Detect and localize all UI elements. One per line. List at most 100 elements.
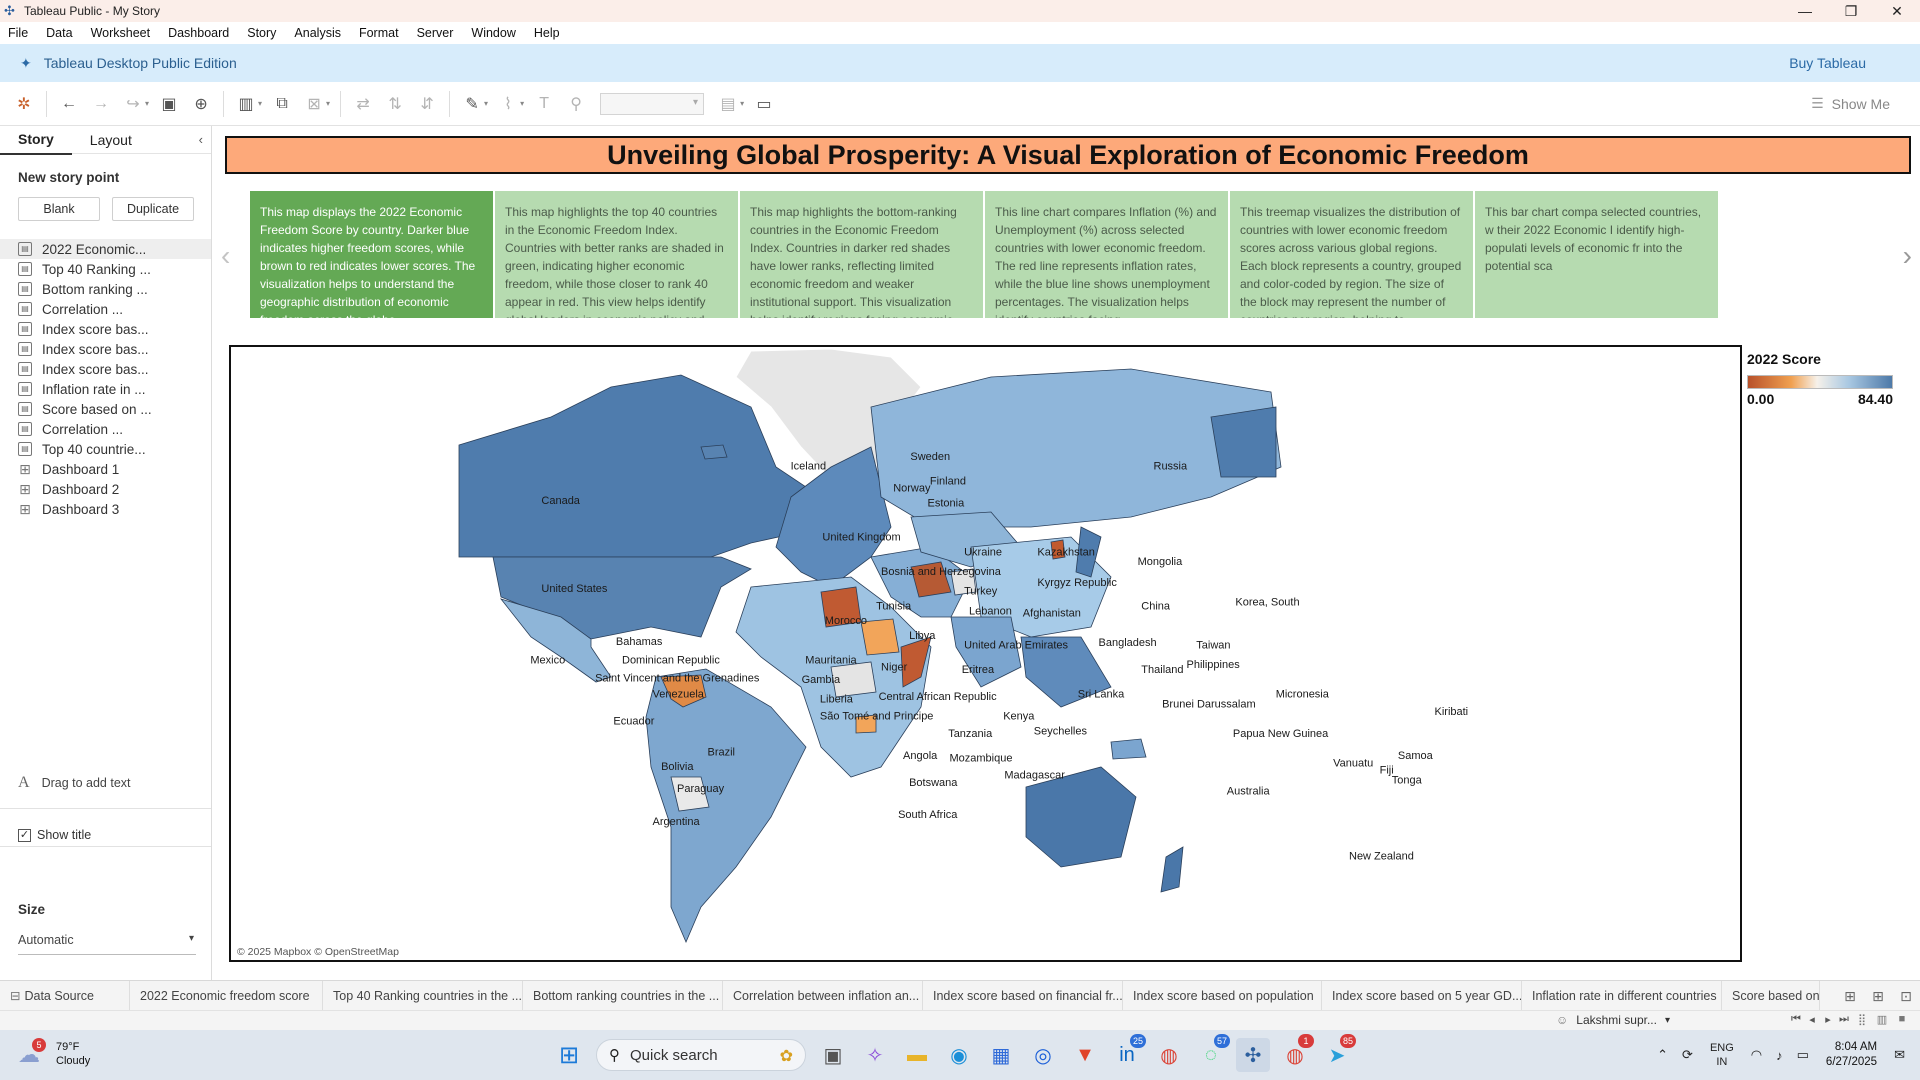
next-sheet-icon[interactable]: ▸ xyxy=(1825,1014,1831,1026)
menu-worksheet[interactable]: Worksheet xyxy=(90,26,151,40)
duplicate-button[interactable]: Duplicate xyxy=(112,197,194,221)
new-worksheet-caret-icon[interactable]: ▾ xyxy=(258,99,263,108)
sheet-item[interactable]: ▤ Index score bas... xyxy=(0,359,211,379)
story-point-6[interactable]: This bar chart compa selected countries,… xyxy=(1475,191,1718,318)
tab-sheet[interactable]: Index score based on population xyxy=(1123,980,1322,1011)
tab-layout[interactable]: Layout xyxy=(89,131,132,148)
whatsapp-icon[interactable]: ◌ 57 xyxy=(1194,1034,1230,1072)
show-title-checkbox[interactable]: ✓ Show title xyxy=(18,828,91,842)
sheet-item[interactable]: ▤ 2022 Economic... xyxy=(0,239,211,259)
last-sheet-icon[interactable]: ⏭ xyxy=(1839,1013,1849,1025)
menu-server[interactable]: Server xyxy=(416,26,454,40)
tableau-logo-icon[interactable]: ✲ xyxy=(17,95,31,113)
outlook-icon[interactable]: ◎ xyxy=(1034,1044,1052,1067)
new-story-icon[interactable]: ⊡ xyxy=(1900,987,1912,1004)
presentation-mode-icon[interactable]: ▭ xyxy=(756,95,772,113)
filmstrip-icon[interactable]: ▥ xyxy=(1876,1014,1888,1026)
weather-widget[interactable]: ☁ 5 79°F Cloudy xyxy=(18,1038,90,1068)
dashboard-item[interactable]: ⊞ Dashboard 1 xyxy=(0,459,211,479)
battery-icon[interactable]: ▭ xyxy=(1796,1047,1809,1062)
tableau-taskbar-icon[interactable]: ✣ xyxy=(1236,1038,1270,1072)
sheet-sorter-icon[interactable]: ⣿ xyxy=(1857,1014,1867,1026)
story-point-4[interactable]: This line chart compares Inflation (%) a… xyxy=(985,191,1228,318)
highlight-icon[interactable]: ✎ xyxy=(465,95,479,113)
tab-data-source[interactable]: ⊟ Data Source xyxy=(0,980,130,1011)
tab-story[interactable]: Story xyxy=(0,125,72,155)
language-indicator[interactable]: ENG IN xyxy=(1710,1041,1734,1069)
minimize-button[interactable]: — xyxy=(1798,3,1812,19)
story-point-5[interactable]: This treemap visualizes the distribution… xyxy=(1230,191,1473,318)
linkedin-icon[interactable]: in 25 xyxy=(1110,1034,1146,1072)
blank-button[interactable]: Blank xyxy=(18,197,100,221)
edge-icon[interactable]: ◉ xyxy=(950,1044,968,1067)
menu-data[interactable]: Data xyxy=(46,26,73,40)
sort-ascending-icon[interactable]: ⇅ xyxy=(388,95,402,113)
new-dashboard-icon[interactable]: ⊞ xyxy=(1872,987,1884,1004)
color-legend[interactable]: 2022 Score 0.00 84.40 xyxy=(1747,351,1907,407)
story-point-3[interactable]: This map highlights the bottom-ranking c… xyxy=(740,191,983,318)
menu-dashboard[interactable]: Dashboard xyxy=(168,26,230,40)
sheet-item[interactable]: ▤ Index score bas... xyxy=(0,339,211,359)
task-view-icon[interactable]: ▣ xyxy=(823,1044,843,1067)
menu-window[interactable]: Window xyxy=(471,26,516,40)
show-cards-caret-icon[interactable]: ▾ xyxy=(740,99,745,108)
close-button[interactable]: ✕ xyxy=(1891,3,1903,19)
group-icon[interactable]: ⌇ xyxy=(504,95,512,113)
next-story-point-icon[interactable]: › xyxy=(1902,240,1912,271)
user-menu[interactable]: ☺ Lakshmi supr... ▾ xyxy=(1556,1013,1670,1027)
sheet-item[interactable]: ▤ Correlation ... xyxy=(0,299,211,319)
new-data-source-icon[interactable]: ⊕ xyxy=(194,95,208,113)
sort-descending-icon[interactable]: ⇵ xyxy=(420,95,434,113)
store-icon[interactable]: ▦ xyxy=(991,1044,1011,1067)
story-point-1[interactable]: This map displays the 2022 Economic Free… xyxy=(250,191,493,318)
menu-format[interactable]: Format xyxy=(358,26,399,40)
buy-tableau-link[interactable]: Buy Tableau xyxy=(1789,55,1866,71)
brave-icon[interactable]: ▼ xyxy=(1075,1043,1095,1066)
menu-story[interactable]: Story xyxy=(247,26,277,40)
previous-story-point-icon[interactable]: ‹ xyxy=(221,240,231,271)
fit-select[interactable] xyxy=(600,92,705,115)
replay-caret-icon[interactable]: ▾ xyxy=(145,99,150,108)
tab-sheet[interactable]: Index score based on 5 year GD... xyxy=(1322,980,1522,1011)
tab-sheet[interactable]: 2022 Economic freedom score xyxy=(130,980,323,1011)
size-dropdown[interactable]: Automatic ▾ xyxy=(18,933,196,955)
show-cards-icon[interactable]: ▤ xyxy=(720,95,736,113)
sheet-item[interactable]: ▤ Index score bas... xyxy=(0,319,211,339)
economic-freedom-map[interactable]: Canada United States Mexico Bahamas Dominica… xyxy=(229,345,1742,962)
sheet-item[interactable]: ▤ Top 40 Ranking ... xyxy=(0,259,211,279)
menu-help[interactable]: Help xyxy=(533,26,560,40)
pin-icon[interactable]: ⚲ xyxy=(570,95,582,113)
sheet-item[interactable]: ▤ Inflation rate in ... xyxy=(0,379,211,399)
world-map[interactable]: Canada United States Mexico Bahamas Dominica… xyxy=(231,347,1740,960)
chrome-icon[interactable]: ◍ xyxy=(1160,1044,1178,1067)
replay-icon[interactable]: ↪ xyxy=(126,95,140,113)
sync-icon[interactable]: ⟳ xyxy=(1682,1047,1693,1062)
drag-text-item[interactable]: A Drag to add text xyxy=(18,774,131,792)
duplicate-sheet-icon[interactable]: ⧉ xyxy=(276,94,288,112)
highlight-caret-icon[interactable]: ▾ xyxy=(484,99,489,108)
chrome-profile-icon[interactable]: ◍ 1 xyxy=(1278,1034,1314,1072)
sheet-item[interactable]: ▤ Bottom ranking ... xyxy=(0,279,211,299)
previous-sheet-icon[interactable]: ◂ xyxy=(1809,1014,1815,1026)
tabs-view-icon[interactable]: ■ xyxy=(1898,1013,1906,1025)
sheet-item[interactable]: ▤ Top 40 countrie... xyxy=(0,439,211,459)
copilot-icon[interactable]: ✧ xyxy=(866,1044,884,1067)
swap-icon[interactable]: ⇄ xyxy=(356,95,370,113)
clock[interactable]: 8:04 AM 6/27/2025 xyxy=(1826,1040,1877,1070)
clear-sheet-caret-icon[interactable]: ▾ xyxy=(326,99,331,108)
volume-icon[interactable]: ♪ xyxy=(1776,1047,1783,1063)
sheet-item[interactable]: ▤ Correlation ... xyxy=(0,419,211,439)
dashboard-item[interactable]: ⊞ Dashboard 2 xyxy=(0,479,211,499)
tab-sheet[interactable]: Top 40 Ranking countries in the ... xyxy=(323,980,523,1011)
group-caret-icon[interactable]: ▾ xyxy=(520,99,525,108)
maximize-button[interactable]: ❐ xyxy=(1844,3,1858,19)
first-sheet-icon[interactable]: ⏮ xyxy=(1791,1013,1801,1025)
save-icon[interactable]: ▣ xyxy=(161,95,177,113)
new-worksheet-icon[interactable]: ⊞ xyxy=(1844,987,1856,1004)
sheet-item[interactable]: ▤ Score based on ... xyxy=(0,399,211,419)
tab-sheet[interactable]: Index score based on financial fr... xyxy=(923,980,1123,1011)
chevron-up-icon[interactable]: ⌃ xyxy=(1657,1047,1669,1062)
new-worksheet-icon[interactable]: ▥ xyxy=(238,95,254,113)
wifi-icon[interactable]: ◠ xyxy=(1750,1047,1763,1062)
redo-icon[interactable]: → xyxy=(93,94,109,112)
